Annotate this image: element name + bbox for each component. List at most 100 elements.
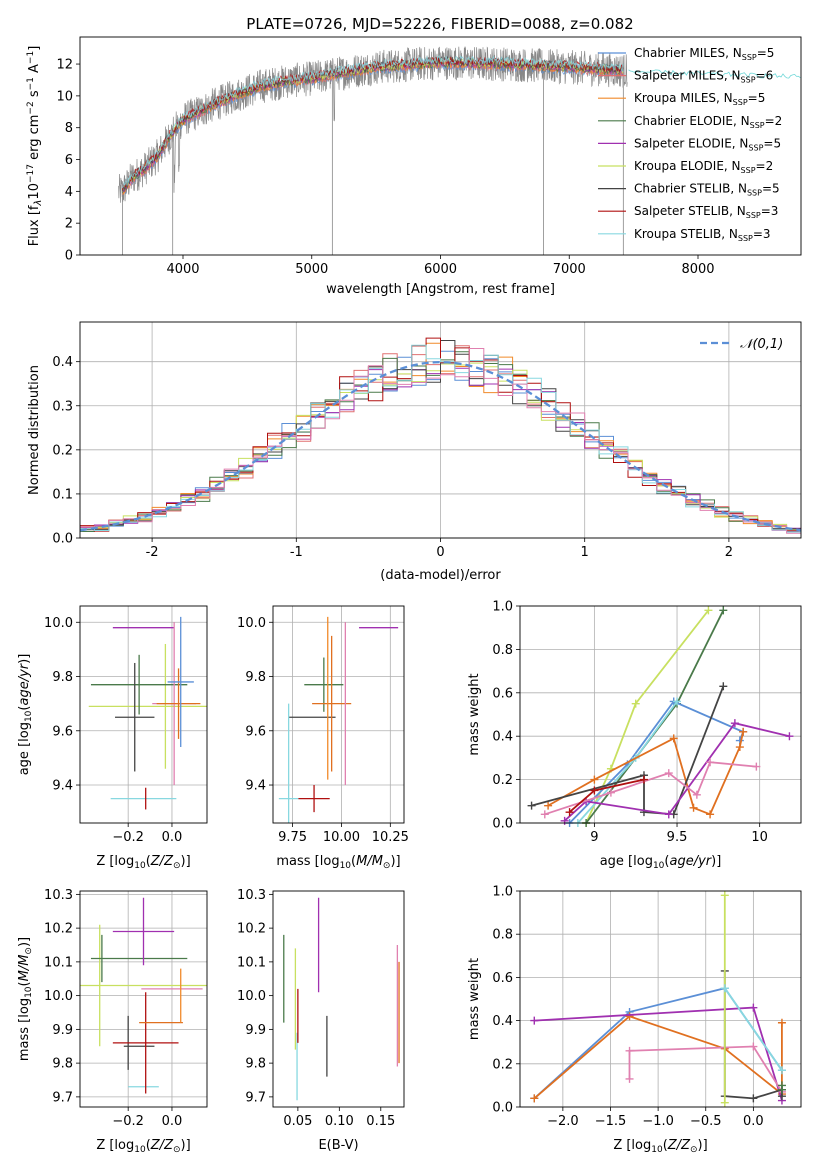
label-part: M/M xyxy=(17,955,32,982)
label-part: )] xyxy=(17,937,32,947)
mass_vs_EBV-plot-area xyxy=(283,897,400,1101)
label-part: Normed distribution xyxy=(27,365,42,495)
label-part: Chabrier ELODIE, N xyxy=(634,114,750,128)
x-tick-label: 10 xyxy=(751,830,768,845)
spectrum-model-line xyxy=(122,54,624,189)
mass-weight-marker xyxy=(689,803,698,812)
x-tick-label: 0.0 xyxy=(162,1114,183,1129)
mass-weight-marker xyxy=(625,1074,634,1083)
label-part: =5 xyxy=(762,182,780,196)
label-part: SSP xyxy=(742,53,757,62)
label-part: Z [log xyxy=(613,1138,651,1153)
label-part: )] xyxy=(17,654,32,664)
mass-weight-marker xyxy=(639,808,648,817)
label-part: Flux [f xyxy=(27,205,42,246)
x-tick-label: -2 xyxy=(146,545,159,560)
histogram-series xyxy=(80,337,801,532)
legend-entry-label: Salpeter STELIB, NSSP=3 xyxy=(634,204,778,220)
label-part: )] xyxy=(698,1138,708,1153)
label-part: age [log xyxy=(17,722,32,775)
label-part: SSP xyxy=(747,189,762,198)
label-part: mass [log xyxy=(276,854,339,869)
label-part: SSP xyxy=(738,234,753,243)
label-part: −17 xyxy=(26,164,36,183)
legend-entry-label: Chabrier STELIB, NSSP=5 xyxy=(634,182,780,198)
mass-weight-marker xyxy=(639,775,648,784)
mass_vs_Z-xlabel: Z [log10(Z/Z⊙)] xyxy=(96,1138,190,1155)
age_vs_Z-axes: −0.2 0.0 9.4 9.6 9.8 10.0 xyxy=(44,606,207,845)
mass-weight-marker xyxy=(669,734,678,743)
legend-entry-label: Kroupa STELIB, NSSP=3 xyxy=(634,227,771,243)
x-tick-label: 0.15 xyxy=(366,1114,395,1129)
x-tick-label: −1.5 xyxy=(595,1114,627,1129)
x-tick-label: 0.05 xyxy=(283,1114,312,1129)
mass-weight-marker xyxy=(777,1066,786,1075)
y-tick-label: 9.4 xyxy=(52,779,73,794)
legend-entry-label: 𝒩(0,1) xyxy=(740,337,783,352)
mass-weight-marker xyxy=(664,769,673,778)
label-part: λ xyxy=(33,200,44,207)
mass-weight-marker xyxy=(692,790,701,799)
mass-weight-marker xyxy=(777,1085,786,1094)
mass_vs_Z-frame xyxy=(79,890,208,1108)
label-part: ⊙ xyxy=(383,861,391,871)
mass-weight-marker xyxy=(606,788,615,797)
label-part: ( xyxy=(664,854,669,869)
x-tick-label: 8000 xyxy=(681,262,714,277)
mass_weight_vs_age-ylabel: mass weight xyxy=(467,673,482,755)
y-tick-label: 9.8 xyxy=(52,1057,73,1072)
label-part: )] xyxy=(181,854,191,869)
label-part: ( xyxy=(17,706,32,711)
y-tick-label: 9.9 xyxy=(245,1023,266,1038)
label-part: 10 xyxy=(134,861,146,871)
mass-weight-marker xyxy=(530,1094,539,1103)
label-part: =2 xyxy=(765,114,783,128)
x-tick-label: 7000 xyxy=(553,262,586,277)
y-tick-label: 0.8 xyxy=(492,643,513,658)
label-part: Kroupa STELIB, N xyxy=(634,227,738,241)
y-tick-label: 12 xyxy=(56,58,73,73)
mass_vs_EBV-frame xyxy=(272,890,405,1108)
y-tick-label: 0 xyxy=(65,249,73,264)
y-tick-label: 9.6 xyxy=(52,724,73,739)
y-tick-label: 0.3 xyxy=(52,399,73,414)
label-part: 10 xyxy=(651,1145,663,1155)
label-part: =5 xyxy=(748,91,766,105)
label-part: 10 xyxy=(340,861,352,871)
label-part: )] xyxy=(390,854,400,869)
label-part: Chabrier STELIB, N xyxy=(634,182,747,196)
mass-weight-marker xyxy=(565,808,574,817)
mass-weight-marker xyxy=(673,697,682,706)
spectrum-model-tail xyxy=(628,69,801,79)
y-tick-label: 10.1 xyxy=(44,955,73,970)
label-part: ⊙ xyxy=(24,947,34,955)
mass-weight-marker xyxy=(785,732,794,741)
label-part: s xyxy=(27,90,42,101)
mass_weight_vs_age-plot-area xyxy=(527,606,794,827)
spectrum-frame xyxy=(79,36,802,256)
mass-weight-marker xyxy=(560,816,569,825)
mass-weight-series xyxy=(724,987,783,1071)
mass-weight-marker xyxy=(625,1012,634,1021)
x-tick-label: 0.0 xyxy=(743,1114,764,1129)
x-tick-label: 9.75 xyxy=(278,830,307,845)
label-part: SSP xyxy=(733,98,748,107)
mass-weight-marker xyxy=(749,1042,758,1051)
mass-weight-series xyxy=(544,761,757,816)
label-part: Z [log xyxy=(96,854,134,869)
label-part: 10 xyxy=(24,986,34,998)
label-part: ( xyxy=(146,1138,151,1153)
residuals-frame xyxy=(79,321,802,539)
y-tick-label: 10.0 xyxy=(44,989,73,1004)
mass-weight-marker xyxy=(720,1098,729,1107)
mass_weight_vs_age-frame xyxy=(519,605,802,824)
label-part: )] xyxy=(181,1138,191,1153)
spectrum-xlabel: wavelength [Angstrom, rest frame] xyxy=(326,282,555,297)
label-part: =5 xyxy=(763,136,781,150)
histogram-series xyxy=(80,344,801,533)
mass_vs_EBV-xlabel: E(B-V) xyxy=(318,1138,358,1153)
x-tick-label: -1 xyxy=(290,545,303,560)
mass_weight_vs_age-xlabel: age [log10(age/yr)] xyxy=(600,854,722,871)
spectrum-plot-area xyxy=(118,46,801,255)
